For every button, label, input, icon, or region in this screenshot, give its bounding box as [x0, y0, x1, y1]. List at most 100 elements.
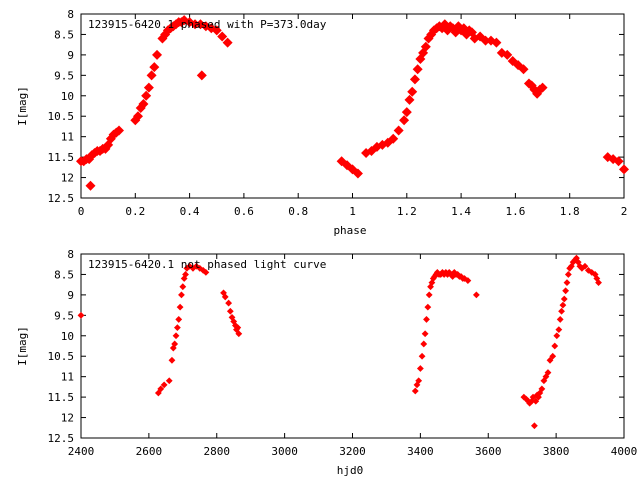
- data-point: [526, 399, 534, 407]
- data-point: [555, 326, 563, 334]
- data-points: [76, 15, 629, 191]
- data-point: [168, 356, 176, 364]
- data-point: [507, 56, 518, 67]
- data-point: [537, 82, 548, 93]
- data-point: [173, 324, 181, 331]
- y-axis-label: I[mag]: [16, 86, 29, 126]
- plot-frame: [80, 253, 625, 439]
- data-point: [217, 31, 228, 42]
- data-point: [407, 86, 418, 97]
- data-point: [532, 397, 540, 405]
- y-tick-label: 8.5: [54, 28, 74, 41]
- y-tick-label: 8.5: [54, 268, 74, 281]
- data-point: [421, 330, 429, 338]
- data-point: [178, 291, 185, 299]
- data-point: [141, 90, 152, 101]
- data-point: [576, 262, 584, 270]
- chart-title: 123915-6420.1 phased with P=373.0day: [88, 18, 327, 31]
- data-point: [221, 293, 229, 301]
- data-point: [411, 387, 419, 395]
- y-tick-label: 9: [67, 289, 74, 302]
- data-point: [424, 303, 432, 311]
- data-point: [418, 352, 426, 360]
- data-point: [226, 307, 234, 315]
- data-point: [182, 271, 189, 278]
- data-point: [429, 275, 437, 282]
- data-point: [409, 74, 420, 85]
- x-tick-label: 3400: [407, 445, 434, 458]
- x-tick-label: 0: [78, 205, 85, 218]
- y-tick-label: 8: [67, 248, 74, 261]
- y-axis-label: I[mag]: [16, 326, 29, 366]
- data-point: [420, 41, 431, 52]
- x-tick-label: 2400: [68, 445, 95, 458]
- data-point: [567, 262, 575, 270]
- data-point: [558, 307, 565, 315]
- data-point: [154, 389, 162, 397]
- data-point: [415, 377, 423, 385]
- data-point: [146, 70, 157, 81]
- x-tick-label: 2: [621, 205, 628, 218]
- y-tick-label: 10.5: [48, 110, 75, 123]
- axis-ticks: 2400 2600 2800 3000 3200 3400 3600 3800 4000 8 8.5…: [48, 248, 638, 458]
- data-point: [133, 111, 144, 122]
- x-tick-label: 1.8: [560, 205, 580, 218]
- x-tick-label: 3800: [543, 445, 570, 458]
- data-point: [186, 262, 193, 270]
- data-point: [202, 269, 210, 276]
- x-tick-label: 1: [349, 205, 356, 218]
- data-point: [179, 283, 187, 291]
- data-point: [160, 381, 168, 389]
- data-point: [388, 133, 399, 144]
- data-point: [593, 275, 601, 282]
- y-tick-label: 9.5: [54, 309, 74, 322]
- data-point: [211, 25, 222, 36]
- data-points: [77, 254, 602, 430]
- y-tick-label: 11.5: [48, 391, 75, 404]
- x-tick-label: 1.4: [451, 205, 471, 218]
- x-tick-label: 3000: [271, 445, 298, 458]
- data-point: [491, 37, 502, 48]
- y-tick-label: 9: [67, 49, 74, 62]
- x-tick-label: 1.6: [505, 205, 525, 218]
- data-point: [225, 299, 233, 307]
- phased-light-curve-panel: 0 0.2 0.4 0.6 0.8 1 1.2 1.4 1.6 1.8 2 8 8.5 9 9.5 10 10.…: [16, 8, 629, 237]
- data-point: [546, 356, 554, 364]
- data-point: [222, 37, 233, 48]
- data-point: [502, 49, 513, 60]
- y-tick-label: 11: [61, 131, 74, 144]
- y-tick-label: 10.5: [48, 350, 75, 363]
- data-point: [180, 275, 188, 282]
- data-point: [538, 385, 546, 393]
- y-tick-label: 12: [61, 412, 74, 425]
- x-tick-label: 0.6: [234, 205, 254, 218]
- x-axis-label: phase: [333, 224, 366, 237]
- data-point: [234, 324, 242, 331]
- data-point: [152, 49, 163, 60]
- axis-ticks: 0 0.2 0.4 0.6 0.8 1 1.2 1.4 1.6 1.8 2 8 8.5 9 9.5 10 10.…: [48, 8, 628, 218]
- x-tick-label: 4000: [611, 445, 638, 458]
- data-point: [149, 62, 160, 73]
- data-point: [196, 70, 207, 81]
- data-point: [399, 115, 410, 126]
- data-point: [553, 332, 561, 340]
- data-point: [544, 369, 552, 376]
- y-tick-label: 11: [61, 371, 74, 384]
- data-point: [85, 180, 96, 191]
- x-tick-label: 0.4: [180, 205, 200, 218]
- x-axis-label: hjd0: [337, 464, 364, 477]
- data-point: [171, 340, 179, 348]
- x-tick-label: 2600: [136, 445, 163, 458]
- data-point: [165, 377, 173, 385]
- x-tick-label: 2800: [204, 445, 231, 458]
- data-point: [619, 164, 629, 175]
- data-point: [564, 271, 572, 278]
- chart-title: 123915-6420.1 not phased light curve: [88, 258, 326, 271]
- x-tick-label: 1.2: [397, 205, 417, 218]
- data-point: [450, 27, 461, 38]
- data-point: [425, 291, 433, 299]
- data-point: [563, 279, 571, 287]
- data-point: [192, 262, 200, 270]
- data-point: [176, 303, 184, 311]
